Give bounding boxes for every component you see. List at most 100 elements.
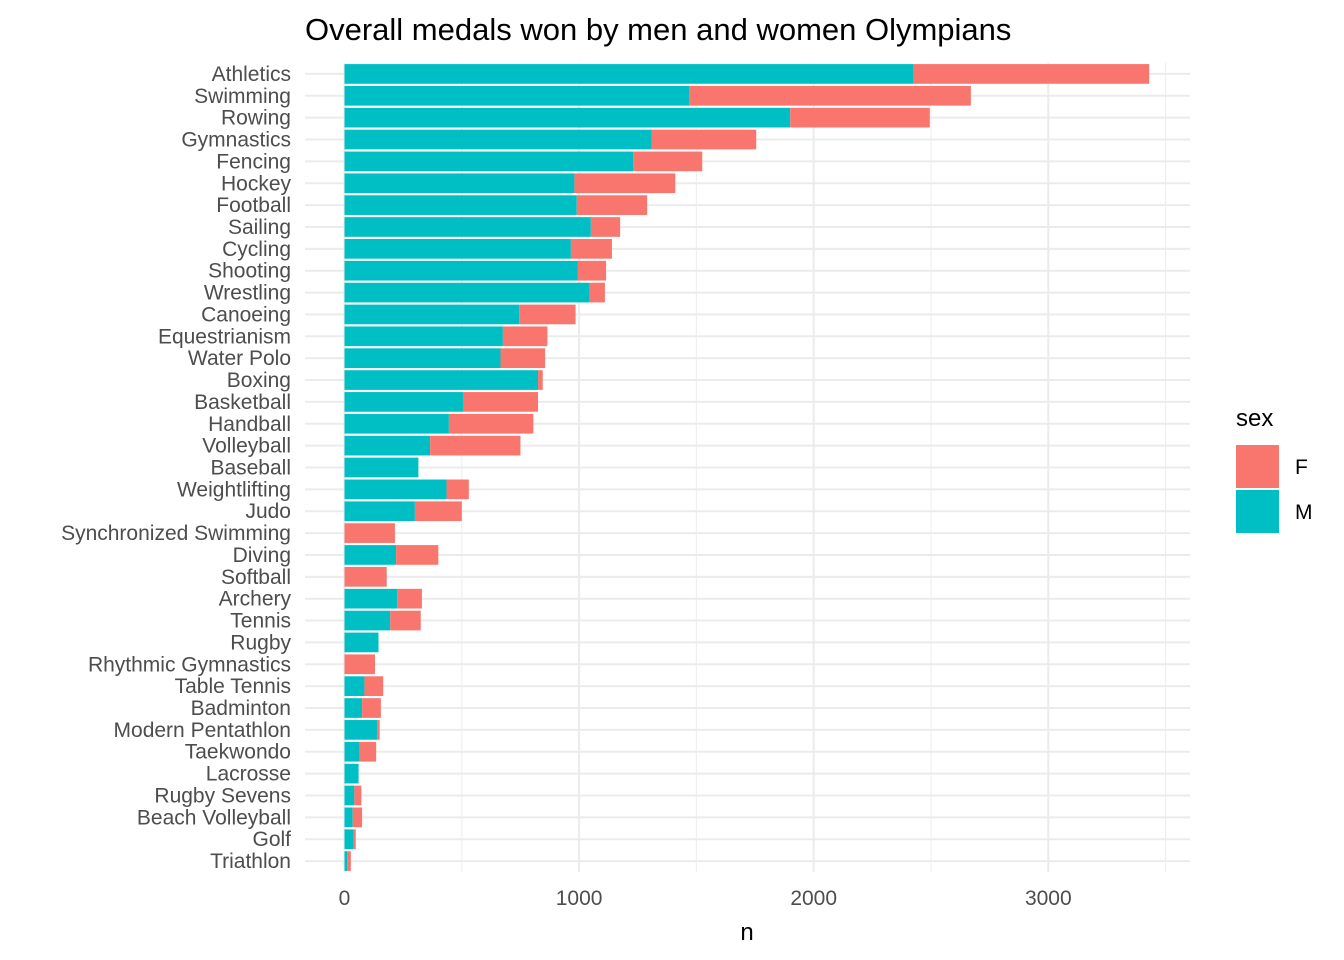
- bar-f-rowing: [790, 107, 930, 128]
- bar-m-tennis: [344, 610, 391, 631]
- x-axis-title: n: [740, 919, 753, 946]
- bar-f-athletics: [913, 64, 1150, 84]
- y-tick-label: Swimming: [194, 85, 291, 108]
- bar-m-triathlon: [344, 851, 348, 871]
- y-tick-label: Modern Pentathlon: [114, 719, 291, 742]
- y-tick-label: Golf: [252, 828, 291, 851]
- y-tick-label: Sailing: [228, 216, 291, 239]
- bar-m-canoeing: [344, 304, 520, 325]
- bar-f-handball: [448, 413, 534, 434]
- x-tick-label: 1000: [556, 887, 603, 910]
- bar-m-football: [344, 195, 577, 215]
- y-tick-label: Softball: [221, 566, 291, 589]
- bar-f-fencing: [633, 151, 703, 172]
- bar-f-hockey: [574, 173, 676, 194]
- bar-m-golf: [344, 829, 354, 850]
- y-tick-label: Cycling: [222, 238, 291, 261]
- y-tick-label: Volleyball: [202, 435, 291, 458]
- bar-m-modern-pentathlon: [344, 720, 378, 740]
- bar-f-judo: [414, 501, 462, 522]
- bar-f-archery: [397, 588, 422, 609]
- y-tick-label: Taekwondo: [185, 741, 291, 764]
- y-tick-label: Canoeing: [201, 303, 291, 326]
- bar-f-basketball: [462, 392, 539, 412]
- bar-m-archery: [344, 588, 398, 609]
- bar-m-lacrosse: [344, 763, 359, 784]
- legend-key-f: [1236, 445, 1279, 488]
- bar-m-wrestling: [344, 282, 590, 303]
- bar-f-rugby-sevens: [354, 785, 362, 806]
- bar-f-badminton: [362, 698, 381, 718]
- bar-f-football: [576, 195, 648, 215]
- x-tick-label: 2000: [790, 887, 837, 910]
- y-tick-label: Athletics: [212, 63, 291, 86]
- x-axis-tick-labels: 0 1000 2000 3000: [339, 887, 1072, 910]
- bar-f-softball: [344, 566, 387, 587]
- bar-m-weightlifting: [344, 479, 447, 500]
- bar-m-volleyball: [344, 435, 431, 456]
- y-tick-label: Boxing: [227, 369, 291, 392]
- y-tick-label: Archery: [219, 588, 292, 611]
- bar-f-modern-pentathlon: [377, 720, 380, 740]
- legend-label-f: F: [1295, 456, 1308, 479]
- bar-f-equestrianism: [502, 326, 548, 347]
- bar-m-shooting: [344, 260, 578, 281]
- bar-m-rugby: [344, 632, 379, 653]
- bar-m-swimming: [344, 85, 690, 106]
- y-tick-label: Beach Volleyball: [137, 806, 291, 829]
- bar-m-gymnastics: [344, 129, 652, 150]
- bar-f-golf: [353, 829, 356, 850]
- legend: sex FM: [1236, 405, 1313, 533]
- bar-f-table-tennis: [364, 676, 384, 696]
- bar-f-weightlifting: [446, 479, 469, 500]
- y-tick-label: Weightlifting: [177, 478, 291, 501]
- x-tick-label: 3000: [1025, 887, 1072, 910]
- y-tick-label: Tennis: [230, 610, 291, 633]
- bar-f-beach-volleyball: [352, 807, 363, 828]
- y-tick-label: Hockey: [221, 172, 292, 195]
- y-tick-label: Rhythmic Gymnastics: [88, 653, 291, 676]
- bar-f-triathlon: [347, 851, 351, 871]
- bar-f-wrestling: [589, 282, 605, 303]
- bar-m-equestrianism: [344, 326, 503, 347]
- y-tick-label: Wrestling: [204, 282, 291, 305]
- y-tick-label: Triathlon: [210, 850, 291, 873]
- y-tick-label: Baseball: [210, 457, 291, 480]
- bar-m-basketball: [344, 392, 463, 412]
- bar-f-rhythmic-gymnastics: [344, 654, 375, 675]
- bar-m-diving: [344, 545, 397, 565]
- bar-f-cycling: [570, 239, 612, 259]
- bar-f-canoeing: [519, 304, 576, 325]
- y-tick-label: Football: [216, 194, 291, 217]
- y-tick-label: Badminton: [191, 697, 291, 720]
- chart-title: Overall medals won by men and women Olym…: [305, 12, 1011, 47]
- y-tick-label: Fencing: [216, 150, 291, 173]
- bar-m-sailing: [344, 217, 591, 237]
- bar-m-fencing: [344, 151, 634, 172]
- y-tick-label: Table Tennis: [175, 675, 291, 698]
- bar-m-athletics: [344, 64, 914, 84]
- bar-m-cycling: [344, 239, 571, 259]
- y-tick-label: Rowing: [221, 107, 291, 130]
- bar-f-water-polo: [500, 348, 546, 369]
- bar-f-tennis: [390, 610, 421, 631]
- bar-f-sailing: [590, 217, 621, 237]
- y-tick-label: Basketball: [194, 391, 291, 414]
- bar-m-badminton: [344, 698, 363, 718]
- y-tick-label: Lacrosse: [206, 763, 291, 786]
- bar-m-baseball: [344, 457, 419, 478]
- bar-f-swimming: [689, 85, 971, 106]
- bar-m-water-polo: [344, 348, 501, 369]
- y-tick-label: Equestrianism: [158, 325, 291, 348]
- legend-title: sex: [1236, 405, 1273, 432]
- y-tick-label: Synchronized Swimming: [61, 522, 291, 545]
- bar-m-rowing: [344, 107, 791, 128]
- y-tick-label: Rugby: [230, 631, 291, 654]
- bars: [344, 64, 1150, 871]
- y-tick-label: Rugby Sevens: [154, 784, 291, 807]
- y-tick-label: Water Polo: [188, 347, 291, 370]
- bar-m-rugby-sevens: [344, 785, 355, 806]
- bar-f-volleyball: [430, 435, 521, 456]
- bar-m-table-tennis: [344, 676, 365, 696]
